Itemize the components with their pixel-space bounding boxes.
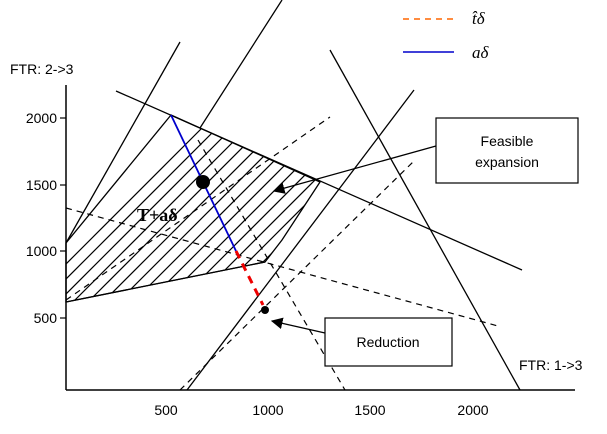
x-tick-label-1500: 1500	[354, 402, 385, 418]
small-point	[261, 306, 269, 314]
y-axis-label: FTR: 2->3	[10, 61, 74, 77]
feasible-expansion-arrow	[272, 145, 437, 194]
y-ticks	[60, 117, 66, 319]
region-label: T+aδ	[137, 205, 178, 225]
y-tick-label-2000: 2000	[26, 110, 57, 126]
y-tick-label-1000: 1000	[26, 243, 57, 259]
y-tick-label-500: 500	[34, 310, 58, 326]
x-tick-label-500: 500	[154, 402, 178, 418]
feasible-region-outline	[65, 114, 321, 303]
legend-a-delta-label: aδ	[472, 43, 490, 62]
t-hat-delta-line	[234, 250, 265, 306]
large-point	[196, 175, 210, 189]
feasible-expansion-box	[435, 117, 579, 184]
feasible-expansion-line1: Feasible	[481, 133, 534, 149]
reduction-box	[324, 317, 453, 367]
x-axis-label: FTR: 1->3	[519, 357, 583, 373]
reduction-arrow	[270, 317, 326, 334]
legend: t̂δ aδ	[403, 9, 490, 62]
y-tick-label-1500: 1500	[26, 177, 57, 193]
reduction-label: Reduction	[356, 334, 419, 350]
x-tick-label-1000: 1000	[252, 402, 283, 418]
feasible-expansion-line2: expansion	[475, 154, 539, 170]
legend-t-hat-delta-label: t̂δ	[472, 9, 486, 28]
x-tick-label-2000: 2000	[457, 402, 488, 418]
